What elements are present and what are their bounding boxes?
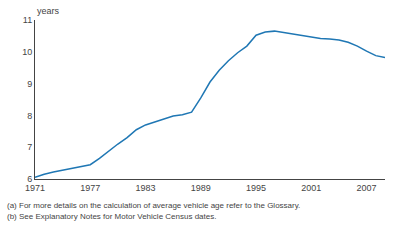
svg-text:1983: 1983 bbox=[136, 183, 156, 193]
svg-text:2001: 2001 bbox=[301, 183, 321, 193]
svg-text:10: 10 bbox=[22, 47, 32, 57]
svg-text:(a) For more details on the ca: (a) For more details on the calculation … bbox=[7, 201, 300, 210]
svg-text:7: 7 bbox=[27, 142, 32, 152]
svg-text:(b) See Explanatory Notes for: (b) See Explanatory Notes for Motor Vehi… bbox=[7, 212, 216, 221]
svg-text:1995: 1995 bbox=[246, 183, 266, 193]
svg-text:8: 8 bbox=[27, 111, 32, 121]
svg-text:11: 11 bbox=[23, 15, 32, 25]
svg-text:1989: 1989 bbox=[191, 183, 211, 193]
svg-text:9: 9 bbox=[27, 79, 32, 89]
svg-text:1971: 1971 bbox=[25, 183, 45, 193]
svg-text:6: 6 bbox=[27, 174, 32, 184]
svg-text:2007: 2007 bbox=[357, 183, 377, 193]
svg-text:1977: 1977 bbox=[80, 183, 100, 193]
svg-text:years: years bbox=[37, 6, 60, 16]
